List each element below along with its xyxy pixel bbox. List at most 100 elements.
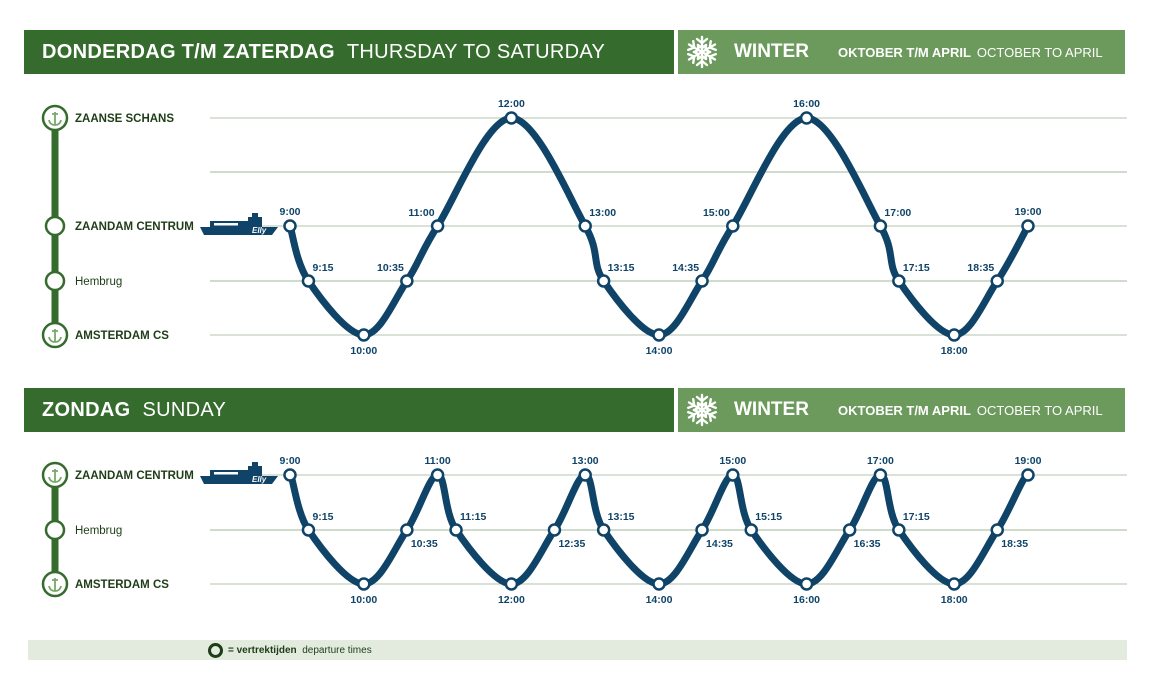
departure-marker xyxy=(695,274,709,288)
departure-marker xyxy=(357,328,371,342)
departure-marker xyxy=(283,219,297,233)
route-chart-1: ZAANDAM CENTRUM Hembrug AMSTERDAM CS Elly 9:… xyxy=(41,455,1127,606)
departure-time-label: 9:15 xyxy=(312,262,333,274)
departure-time-label: 9:15 xyxy=(312,511,333,523)
departure-time-label: 18:35 xyxy=(1001,538,1028,550)
header-sunday: ZONDAG SUNDAY xyxy=(24,388,674,432)
departure-time-label: 10:35 xyxy=(411,538,438,550)
departure-marker xyxy=(430,468,445,482)
title-nl: DONDERDAG T/M ZATERDAG xyxy=(42,40,335,63)
departure-marker xyxy=(1021,219,1035,233)
station-circle-icon xyxy=(44,519,66,541)
anchor-shape xyxy=(48,112,62,126)
anchor-icon xyxy=(41,461,69,489)
departure-time-label: 10:35 xyxy=(377,262,404,274)
season-banner: WINTER OKTOBER T/M APRIL OCTOBER TO APRI… xyxy=(678,388,1125,432)
departure-marker xyxy=(947,577,961,591)
legend: = vertrektijden departure times xyxy=(28,640,1127,660)
snowflake-icon xyxy=(685,393,719,427)
departure-time-label: 15:00 xyxy=(719,455,746,467)
departure-marker xyxy=(799,111,814,125)
departure-time-label: 16:00 xyxy=(793,98,820,110)
departure-marker xyxy=(430,219,445,233)
departure-time-label: 13:15 xyxy=(608,511,635,523)
anchor-shape xyxy=(48,329,62,343)
departure-marker xyxy=(357,577,371,591)
departure-time-label: 14:35 xyxy=(706,538,733,550)
ferry-boat-icon: Elly xyxy=(200,213,278,235)
title-en: SUNDAY xyxy=(142,398,227,421)
title-nl: ZONDAG xyxy=(42,398,131,421)
departure-time-label: 10:00 xyxy=(350,345,377,357)
boat-name: Elly xyxy=(252,475,267,484)
departure-time-label: 13:00 xyxy=(589,207,616,219)
departure-marker xyxy=(726,468,740,482)
departure-time-label: 19:00 xyxy=(1015,455,1042,467)
departure-marker xyxy=(873,468,888,482)
legend-nl: = vertrektijden xyxy=(228,644,297,656)
departure-marker xyxy=(842,523,857,537)
station-label: AMSTERDAM CS xyxy=(75,579,169,591)
ferry-boat-icon: Elly xyxy=(200,462,278,484)
departure-marker-icon xyxy=(208,642,223,658)
departure-time-label: 14:00 xyxy=(646,345,673,357)
departure-time-label: 16:00 xyxy=(793,594,820,606)
station-label: ZAANDAM CENTRUM xyxy=(75,470,194,482)
anchor-shape xyxy=(48,578,62,592)
departure-time-label: 11:00 xyxy=(424,455,450,467)
departure-time-label: 19:00 xyxy=(1015,206,1042,218)
departure-time-label: 17:15 xyxy=(903,262,930,274)
departure-time-label: 13:15 xyxy=(608,262,635,274)
departure-time-label: 15:00 xyxy=(703,207,730,219)
departure-marker xyxy=(990,523,1004,537)
departure-time-label: 12:35 xyxy=(558,538,585,550)
departure-marker xyxy=(892,523,906,537)
departure-marker xyxy=(744,523,758,537)
departure-marker xyxy=(596,523,611,537)
departure-marker xyxy=(892,274,906,288)
departure-time-label: 12:00 xyxy=(498,594,525,606)
station-label: ZAANSE SCHANS xyxy=(75,113,174,125)
departure-marker xyxy=(283,468,297,482)
departure-time-label: 18:00 xyxy=(941,594,968,606)
season-label: WINTER xyxy=(734,399,809,420)
departure-time-label: 16:35 xyxy=(854,538,881,550)
anchor-icon xyxy=(41,321,69,349)
months-en: OCTOBER TO APRIL xyxy=(976,44,1103,60)
boat-hull xyxy=(200,462,278,484)
boat-windows xyxy=(214,223,238,226)
departure-time-label: 13:00 xyxy=(572,455,599,467)
boat-hull xyxy=(200,213,278,235)
departure-time-label: 14:00 xyxy=(646,594,673,606)
departure-marker xyxy=(726,219,740,233)
anchor-shape xyxy=(48,469,62,483)
departure-marker xyxy=(652,577,666,591)
departure-time-label: 10:00 xyxy=(350,594,377,606)
departure-time-label: 18:35 xyxy=(967,262,994,274)
anchor-icon xyxy=(41,570,69,598)
months-nl: OKTOBER T/M APRIL xyxy=(838,402,971,418)
departure-marker xyxy=(301,523,316,537)
header-thu-sat: DONDERDAG T/M ZATERDAG THURSDAY TO SATUR… xyxy=(24,30,674,74)
station-circle-icon xyxy=(44,270,66,292)
departure-marker xyxy=(990,274,1004,288)
departure-marker xyxy=(652,328,666,342)
departure-time-label: 15:15 xyxy=(755,511,782,523)
station-label: AMSTERDAM CS xyxy=(75,330,169,342)
months-nl: OKTOBER T/M APRIL xyxy=(838,44,971,60)
departure-marker xyxy=(504,577,519,591)
departure-time-label: 11:00 xyxy=(408,207,434,219)
departure-time-label: 17:00 xyxy=(867,455,894,467)
departure-time-label: 17:00 xyxy=(884,207,911,219)
station-label: Hembrug xyxy=(75,525,122,537)
boat-name: Elly xyxy=(252,226,267,235)
departure-time-label: 11:15 xyxy=(460,511,486,523)
departure-marker xyxy=(578,219,592,233)
departure-time-label: 18:00 xyxy=(941,345,968,357)
departure-time-label: 17:15 xyxy=(903,511,930,523)
title-en: THURSDAY TO SATURDAY xyxy=(346,40,606,63)
station-label: Hembrug xyxy=(75,276,122,288)
departure-marker xyxy=(547,523,562,537)
legend-en: departure times xyxy=(302,644,372,656)
